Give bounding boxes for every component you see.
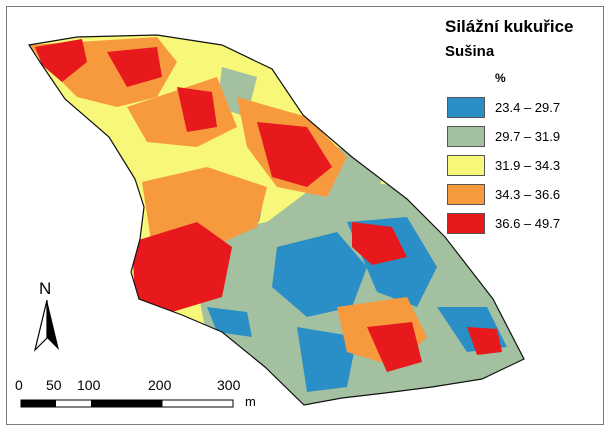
- legend-subtitle: Sušina: [445, 43, 495, 60]
- legend-label: 34.3 – 36.6: [495, 187, 561, 202]
- legend-label: 29.7 – 31.9: [495, 129, 561, 144]
- legend: 23.4 – 29.7 29.7 – 31.9 31.9 – 34.3 34.3 – …: [447, 93, 560, 238]
- scale-tick-label: 300: [217, 377, 241, 393]
- legend-item: 34.3 – 36.6: [447, 180, 560, 209]
- legend-label: 31.9 – 34.3: [495, 158, 561, 173]
- legend-swatch: [447, 155, 485, 176]
- legend-unit: %: [495, 71, 506, 85]
- scale-tick-label: 0: [15, 377, 23, 393]
- scale-tick-label: 50: [46, 377, 62, 393]
- scale-segment: [21, 400, 56, 407]
- scale-bar: [20, 399, 234, 408]
- legend-swatch: [447, 126, 485, 147]
- legend-swatch: [447, 184, 485, 205]
- legend-item: 36.6 – 49.7: [447, 209, 560, 238]
- north-arrow-icon: [33, 299, 59, 352]
- legend-item: 23.4 – 29.7: [447, 93, 560, 122]
- legend-item: 29.7 – 31.9: [447, 122, 560, 151]
- scale-unit: m: [245, 394, 256, 409]
- field-map: [20, 34, 525, 408]
- scale-segment: [91, 400, 162, 407]
- legend-label: 23.4 – 29.7: [495, 100, 561, 115]
- map-frame: Silážní kukuřice Sušina % 23.4 – 29.7 29.…: [6, 6, 604, 425]
- legend-label: 36.6 – 49.7: [495, 216, 561, 231]
- scale-segment: [161, 399, 234, 408]
- legend-swatch: [447, 213, 485, 234]
- field-boundary: [27, 34, 525, 406]
- legend-item: 31.9 – 34.3: [447, 151, 560, 180]
- north-label: N: [39, 279, 52, 298]
- legend-title: Silážní kukuřice: [445, 17, 574, 36]
- legend-swatch: [447, 97, 485, 118]
- scale-tick-label: 100: [77, 377, 101, 393]
- scale-tick-label: 200: [148, 377, 172, 393]
